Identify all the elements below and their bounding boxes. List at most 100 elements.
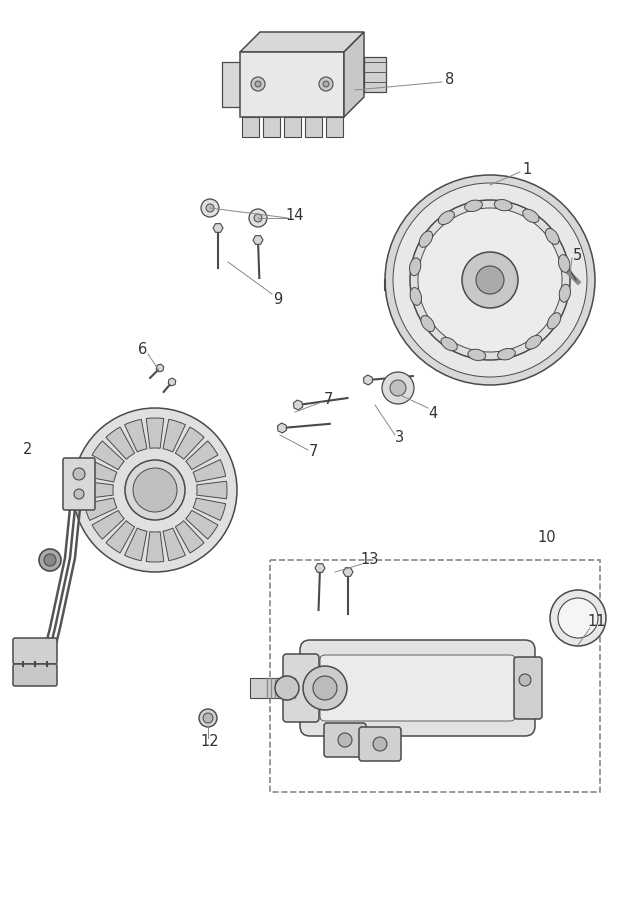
Ellipse shape: [525, 336, 542, 349]
Circle shape: [206, 204, 214, 212]
Polygon shape: [344, 32, 364, 117]
Wedge shape: [186, 441, 218, 470]
Bar: [250, 678, 292, 698]
Wedge shape: [176, 427, 204, 459]
Circle shape: [319, 77, 333, 91]
Text: 14: 14: [286, 208, 304, 222]
FancyBboxPatch shape: [283, 654, 319, 722]
Wedge shape: [125, 419, 147, 452]
Wedge shape: [106, 427, 135, 459]
Polygon shape: [222, 62, 240, 107]
Polygon shape: [293, 400, 303, 410]
Circle shape: [476, 266, 504, 294]
Circle shape: [390, 380, 406, 396]
Ellipse shape: [548, 312, 561, 329]
Wedge shape: [197, 482, 227, 499]
FancyBboxPatch shape: [514, 657, 542, 719]
Text: 7: 7: [308, 445, 318, 460]
Circle shape: [44, 554, 56, 566]
Circle shape: [410, 200, 570, 360]
Text: 11: 11: [588, 615, 606, 629]
Circle shape: [393, 183, 587, 377]
Polygon shape: [277, 423, 287, 433]
FancyBboxPatch shape: [13, 664, 57, 686]
Ellipse shape: [438, 211, 455, 225]
FancyBboxPatch shape: [359, 727, 401, 761]
Ellipse shape: [410, 288, 422, 305]
Circle shape: [462, 252, 518, 308]
Polygon shape: [364, 57, 386, 92]
Ellipse shape: [523, 209, 539, 222]
Circle shape: [303, 666, 347, 710]
Ellipse shape: [410, 258, 421, 275]
Circle shape: [313, 676, 337, 700]
Circle shape: [251, 77, 265, 91]
Circle shape: [73, 468, 85, 480]
Wedge shape: [83, 482, 113, 499]
Circle shape: [382, 372, 414, 404]
Wedge shape: [146, 532, 164, 562]
Wedge shape: [176, 521, 204, 553]
Polygon shape: [284, 117, 301, 137]
Ellipse shape: [421, 316, 434, 331]
Polygon shape: [156, 364, 164, 372]
Wedge shape: [92, 441, 124, 470]
Circle shape: [74, 489, 84, 499]
Circle shape: [323, 81, 329, 87]
Circle shape: [385, 175, 595, 385]
Circle shape: [519, 674, 531, 686]
Ellipse shape: [441, 338, 457, 351]
Wedge shape: [193, 460, 226, 482]
Wedge shape: [106, 521, 135, 553]
Circle shape: [373, 737, 387, 751]
Text: 13: 13: [361, 553, 379, 568]
Circle shape: [558, 598, 598, 638]
Text: 7: 7: [323, 392, 333, 408]
FancyBboxPatch shape: [13, 638, 57, 664]
Wedge shape: [125, 528, 147, 561]
Wedge shape: [193, 498, 226, 520]
FancyBboxPatch shape: [324, 723, 366, 757]
Bar: [270, 560, 600, 792]
Circle shape: [39, 549, 61, 571]
Circle shape: [254, 214, 262, 222]
Text: 12: 12: [201, 734, 219, 750]
Circle shape: [338, 733, 352, 747]
Ellipse shape: [494, 200, 512, 211]
FancyBboxPatch shape: [63, 458, 95, 510]
Polygon shape: [213, 224, 223, 232]
Text: 1: 1: [522, 163, 532, 177]
Polygon shape: [315, 563, 325, 572]
Ellipse shape: [419, 231, 432, 248]
Circle shape: [275, 676, 299, 700]
Circle shape: [255, 81, 261, 87]
Ellipse shape: [546, 229, 559, 245]
Wedge shape: [163, 419, 186, 452]
Ellipse shape: [558, 255, 570, 273]
Circle shape: [133, 468, 177, 512]
Circle shape: [199, 709, 217, 727]
Wedge shape: [146, 418, 164, 448]
Ellipse shape: [497, 348, 515, 360]
Polygon shape: [169, 378, 176, 386]
Text: 6: 6: [139, 343, 148, 357]
Polygon shape: [343, 568, 353, 576]
Wedge shape: [163, 528, 186, 561]
FancyBboxPatch shape: [300, 640, 535, 736]
Text: 4: 4: [429, 406, 438, 420]
Text: 5: 5: [572, 248, 582, 263]
Wedge shape: [186, 510, 218, 539]
Circle shape: [125, 460, 185, 520]
Text: 2: 2: [24, 443, 32, 457]
Circle shape: [201, 199, 219, 217]
Polygon shape: [363, 375, 373, 385]
Text: 10: 10: [537, 530, 556, 545]
Ellipse shape: [465, 200, 483, 212]
Polygon shape: [326, 117, 343, 137]
Circle shape: [418, 208, 562, 352]
Polygon shape: [240, 32, 364, 52]
Text: 8: 8: [445, 71, 455, 86]
Text: 9: 9: [273, 292, 282, 308]
Polygon shape: [242, 117, 259, 137]
FancyBboxPatch shape: [320, 655, 515, 721]
